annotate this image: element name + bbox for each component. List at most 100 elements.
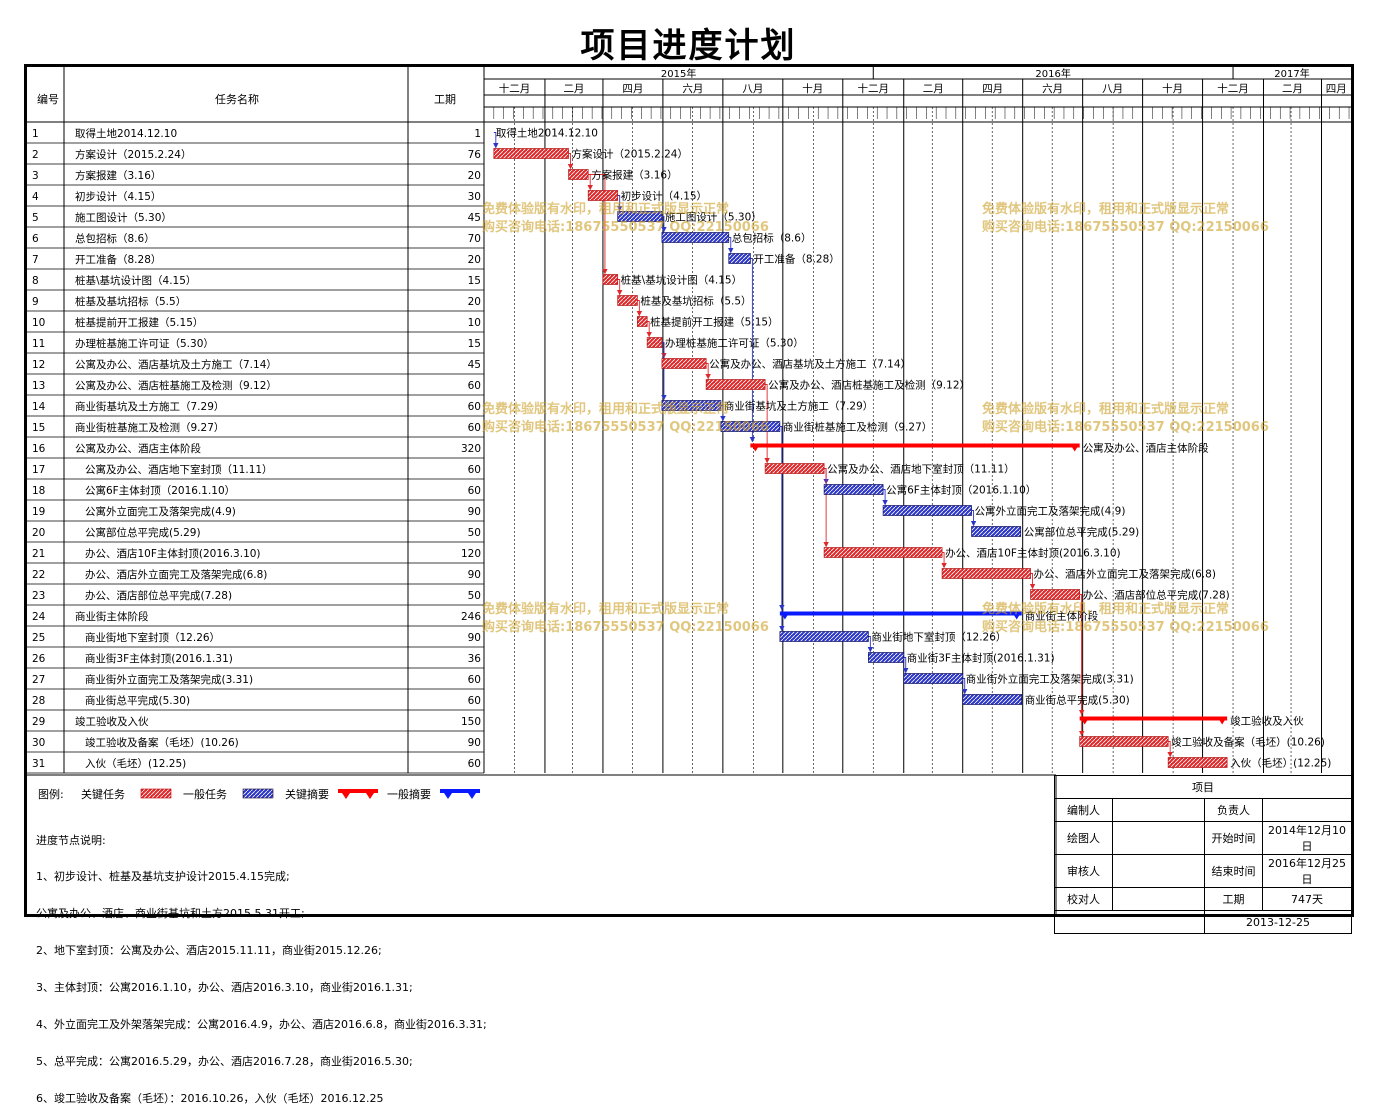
legend-label-normal-summary: 一般摘要 — [387, 787, 431, 801]
task-name: 公寓及办公、酒店桩基施工及检测（9.12） — [75, 379, 277, 392]
dependency-link — [1167, 741, 1173, 758]
bar-label: 公寓及办公、酒店桩基施工及检测（9.12） — [768, 379, 970, 392]
dependency-link — [823, 468, 829, 548]
task-id: 13 — [32, 380, 45, 392]
header-id: 编号 — [37, 92, 59, 106]
task-name: 办理桩基施工许可证（5.30） — [75, 337, 214, 350]
task-duration: 45 — [468, 212, 481, 224]
legend-swatch-critical-summary — [338, 789, 378, 799]
legend-label-critical-task: 关键任务 — [81, 787, 125, 801]
bar-label: 初步设计（4.15） — [621, 190, 707, 203]
notes-line: 4、外立面完工及外架落架完成：公寓2016.4.9，办公、酒店2016.6.8，… — [36, 1018, 487, 1032]
month-label: 十二月 — [858, 82, 890, 95]
task-duration: 60 — [468, 464, 481, 476]
page-title: 项目进度计划 — [580, 26, 797, 66]
dependency-link — [1078, 594, 1085, 737]
task-duration: 70 — [468, 233, 481, 245]
project-info-table: 项目 编制人 负责人 绘图人 开始时间 2014年12月10日 审核人 结束时间… — [1054, 775, 1352, 934]
end-label: 结束时间 — [1204, 854, 1263, 888]
task-name: 公寓及办公、酒店基坑及土方施工（7.14） — [75, 358, 277, 371]
duration-value: 747天 — [1262, 887, 1352, 911]
task-id: 10 — [32, 317, 45, 329]
task-id: 12 — [32, 359, 45, 371]
task-name: 方案报建（3.16） — [75, 169, 161, 182]
task-bar — [1167, 757, 1228, 768]
task-duration: 20 — [468, 254, 481, 266]
dependency-link — [720, 405, 726, 422]
task-duration: 45 — [468, 359, 481, 371]
month-label: 四月 — [1326, 83, 1347, 95]
bar-label: 商业街地下室封顶（12.26） — [871, 631, 1006, 644]
editor-value — [1112, 798, 1205, 822]
task-id: 5 — [32, 212, 39, 224]
task-name: 办公、酒店10F主体封顶(2016.3.10) — [85, 547, 261, 560]
task-duration: 60 — [468, 401, 481, 413]
doc-date: 2013-12-25 — [1204, 910, 1352, 934]
legend-title: 图例: — [38, 787, 64, 801]
checker-label: 校对人 — [1054, 887, 1113, 911]
task-duration: 320 — [461, 443, 481, 455]
dependency-link — [567, 153, 574, 170]
task-bar — [728, 253, 751, 264]
task-bar — [568, 169, 589, 180]
bar-label: 方案报建（3.16） — [591, 169, 677, 182]
task-id: 4 — [32, 191, 39, 203]
task-duration: 50 — [468, 590, 481, 602]
task-name: 初步设计（4.15） — [75, 190, 161, 203]
notes-line: 6、竣工验收及备案（毛坯）：2016.10.26，入伙（毛坯）2016.12.2… — [36, 1091, 384, 1105]
month-label: 四月 — [622, 83, 643, 95]
bar-label: 竣工验收及入伙 — [1230, 715, 1304, 728]
notes-title: 进度节点说明: — [36, 833, 106, 847]
task-id: 27 — [32, 674, 45, 686]
notes-line: 3、主体封顶：公寓2016.1.10，办公、酒店2016.3.10，商业街201… — [36, 981, 413, 995]
header-duration: 工期 — [434, 93, 456, 106]
task-id: 11 — [32, 338, 45, 350]
task-name: 商业街外立面完工及落架完成(3.31) — [85, 673, 253, 686]
month-label: 二月 — [563, 83, 584, 95]
task-name: 开工准备（8.28） — [75, 253, 161, 266]
task-duration: 20 — [468, 296, 481, 308]
dependency-link — [867, 636, 874, 653]
dependency-link — [493, 132, 499, 149]
drawer-label: 绘图人 — [1054, 821, 1113, 855]
task-name: 办公、酒店外立面完工及落架完成(6.8) — [85, 568, 267, 581]
year-label: 2017年 — [1274, 67, 1309, 80]
summary-cap — [750, 443, 761, 452]
dependency-link — [616, 195, 623, 212]
month-label: 八月 — [1102, 83, 1123, 95]
dependency-link — [941, 552, 947, 569]
month-label: 六月 — [1042, 83, 1063, 95]
task-name: 公寓及办公、酒店主体阶段 — [75, 442, 201, 455]
legend: 图例: 关键任务 一般任务 关键摘要 一般摘要 — [38, 787, 480, 801]
bar-label: 公寓外立面完工及落架完成(4.9) — [975, 505, 1126, 518]
month-label: 八月 — [742, 83, 763, 95]
task-id: 21 — [32, 548, 45, 560]
bar-label: 公寓及办公、酒店基坑及土方施工（7.14） — [709, 358, 911, 371]
bar-label: 办公、酒店10F主体封顶(2016.3.10) — [945, 547, 1121, 560]
task-bar — [823, 547, 943, 558]
dependency-link — [962, 678, 968, 695]
dependency-links — [493, 132, 1173, 758]
task-name: 办公、酒店部位总平完成(7.28) — [85, 589, 232, 602]
task-id: 31 — [32, 758, 45, 770]
month-label: 十二月 — [499, 82, 531, 95]
task-name: 商业街地下室封顶（12.26） — [85, 631, 220, 644]
start-label: 开始时间 — [1204, 821, 1263, 855]
month-label: 四月 — [982, 83, 1003, 95]
task-id: 22 — [32, 569, 45, 581]
task-name: 取得土地2014.12.10 — [75, 127, 177, 140]
bar-label: 商业街基坑及土方施工（7.29） — [724, 400, 873, 413]
task-duration: 60 — [468, 485, 481, 497]
task-duration: 76 — [468, 149, 482, 161]
task-name: 竣工验收及入伙 — [75, 715, 149, 728]
dependency-link — [882, 489, 888, 506]
task-id: 8 — [32, 275, 39, 287]
task-id: 1 — [32, 128, 39, 140]
task-name: 桩基提前开工报建（5.15） — [75, 316, 203, 329]
notes-line: 公寓及办公、酒店、商业街基坑和土方2015.5.31开工; — [36, 907, 305, 921]
task-bar — [779, 631, 869, 642]
month-label: 二月 — [923, 83, 944, 95]
task-bar — [903, 673, 964, 684]
task-id: 26 — [32, 653, 46, 665]
